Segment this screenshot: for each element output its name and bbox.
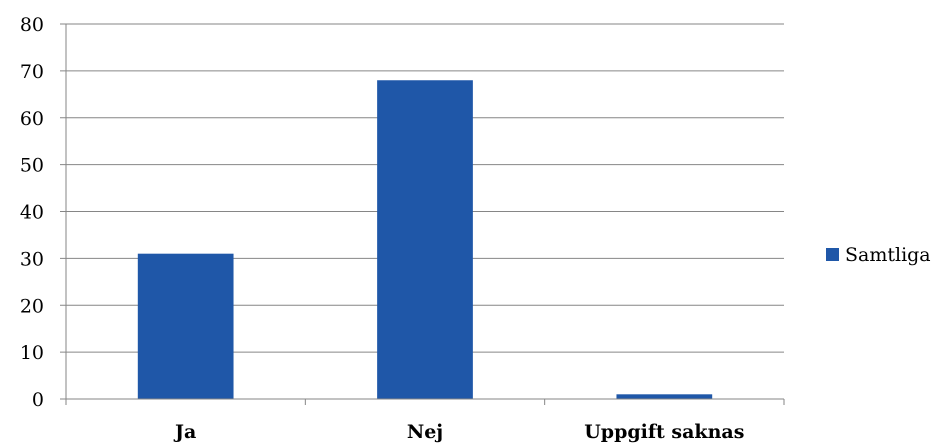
bar-uppgift-saknas xyxy=(616,394,713,399)
y-tick-label: 0 xyxy=(32,389,44,411)
y-tick-label: 10 xyxy=(20,342,44,364)
y-tick-label: 30 xyxy=(20,248,44,270)
x-category-label: Ja xyxy=(173,421,196,443)
y-tick-label: 80 xyxy=(20,14,44,36)
legend-label-samtliga: Samtliga xyxy=(845,244,931,266)
bar-nej xyxy=(377,80,473,399)
x-category-label: Nej xyxy=(407,421,443,443)
legend: Samtliga xyxy=(826,244,931,266)
y-tick-label: 50 xyxy=(20,155,44,177)
legend-swatch xyxy=(826,248,839,261)
y-axis-ticks: 0 10 20 30 40 50 60 70 80 xyxy=(20,14,66,411)
x-category-label: Uppgift saknas xyxy=(584,421,744,443)
bar-ja xyxy=(137,253,234,399)
y-tick-label: 20 xyxy=(20,295,44,317)
y-tick-label: 60 xyxy=(20,108,44,130)
y-tick-label: 40 xyxy=(20,202,44,224)
x-axis-ticks: Ja Nej Uppgift saknas xyxy=(65,399,785,443)
bars xyxy=(137,80,713,399)
y-tick-label: 70 xyxy=(20,61,44,83)
